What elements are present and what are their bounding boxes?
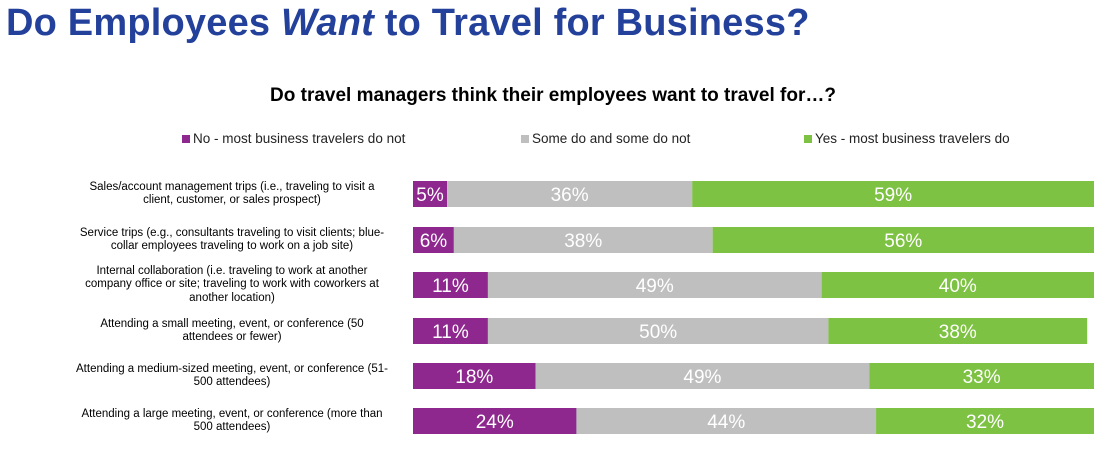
category-label-line: Service trips (e.g., consultants traveli… [79, 226, 385, 239]
category-label: Internal collaboration (i.e. traveling t… [60, 265, 404, 306]
category-label: Attending a small meeting, event, or con… [60, 318, 404, 345]
bar-segment-yes [869, 363, 1094, 389]
bar-segment-no [413, 408, 577, 434]
legend-item-some: Some do and some do not [521, 131, 690, 146]
legend-label-yes: Yes - most business travelers do [815, 131, 1010, 146]
data-label-some: 49% [636, 276, 674, 297]
title-part2: to Travel for Business? [374, 2, 810, 44]
category-label: Attending a large meeting, event, or con… [60, 408, 404, 435]
bar-segment-no [413, 318, 488, 344]
legend-swatch-some [521, 134, 529, 143]
bar-segment-yes [876, 408, 1094, 434]
bar-segment-yes [821, 272, 1094, 298]
data-label-no: 24% [476, 412, 514, 433]
category-label-line: attendees or fewer) [182, 331, 282, 343]
data-label-yes: 38% [939, 322, 977, 343]
data-label-no: 11% [432, 322, 469, 343]
data-label-some: 36% [551, 185, 589, 206]
page-title: Do Employees Want to Travel for Business… [6, 2, 810, 45]
bar-segment-yes [712, 227, 1094, 253]
data-label-yes: 33% [963, 367, 1001, 388]
category-label: Attending a medium-sized meeting, event,… [60, 363, 404, 390]
bar-segment-some [576, 408, 877, 434]
data-label-no: 6% [420, 231, 448, 252]
bar-segment-some [453, 227, 713, 253]
category-label-line: another location) [189, 291, 275, 304]
data-label-yes: 32% [966, 412, 1004, 433]
bar-segment-no [413, 227, 454, 253]
data-label-yes: 56% [884, 231, 922, 252]
category-label-line: collar employees traveling to work on a … [110, 240, 354, 252]
title-part1: Do Employees [6, 2, 282, 44]
bar-segment-no [413, 363, 536, 389]
category-label-line: Attending a large meeting, event, or con… [81, 407, 383, 420]
category-label-line: Sales/account management trips (i.e., tr… [89, 180, 375, 193]
bar-segment-some [535, 363, 870, 389]
category-label-line: Internal collaboration (i.e. traveling t… [96, 264, 368, 277]
bar-segment-no [413, 272, 488, 298]
bar-segment-yes [828, 318, 1088, 344]
chart-title: Do travel managers think their employees… [270, 85, 836, 106]
category-label-line: 500 attendees) [193, 421, 271, 433]
data-label-yes: 40% [939, 276, 977, 297]
bar-segment-some [487, 318, 829, 344]
bar-segment-some [447, 181, 693, 207]
category-label-line: client, customer, or sales prospect) [143, 194, 321, 206]
data-label-some: 44% [707, 412, 745, 433]
legend-item-yes: Yes - most business travelers do [804, 131, 1010, 146]
bar-segment-no [413, 181, 448, 207]
legend-swatch-no [182, 134, 190, 143]
data-label-some: 50% [639, 322, 677, 343]
bar-segment-yes [692, 181, 1094, 207]
category-label-line: 500 attendees) [193, 376, 271, 388]
bar-segment-some [487, 272, 822, 298]
data-label-some: 38% [564, 231, 602, 252]
category-label-line: company office or site; traveling to wor… [85, 278, 379, 291]
data-label-yes: 59% [874, 185, 912, 206]
data-label-no: 5% [416, 185, 444, 206]
legend-label-some: Some do and some do not [532, 131, 691, 146]
category-label-line: Attending a medium-sized meeting, event,… [76, 362, 388, 375]
legend-label-no: No - most business travelers do not [193, 131, 406, 146]
legend-swatch-yes [804, 134, 812, 143]
data-label-no: 11% [432, 276, 469, 297]
data-label-some: 49% [683, 367, 721, 388]
category-label: Service trips (e.g., consultants traveli… [60, 227, 404, 254]
legend-item-no: No - most business travelers do not [182, 131, 405, 146]
category-label: Sales/account management trips (i.e., tr… [60, 181, 404, 208]
title-emphasis: Want [281, 2, 375, 44]
category-label-line: Attending a small meeting, event, or con… [100, 317, 364, 330]
data-label-no: 18% [455, 367, 493, 388]
